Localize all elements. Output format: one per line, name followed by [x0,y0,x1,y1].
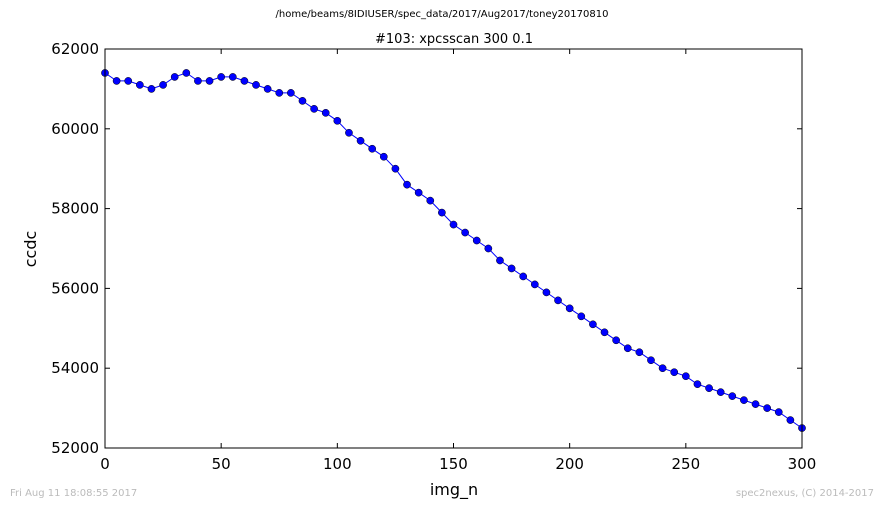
data-point [449,220,458,229]
x-tick-label: 150 [439,455,468,473]
data-point [240,77,249,85]
data-point [159,81,167,89]
axis-ticks: 0 50 100 150 200 250 300 52000 54000 56000 58000 60… [51,40,816,473]
data-point [507,264,516,273]
data-point [554,296,562,305]
data-point [472,236,481,245]
data-point [751,400,760,408]
data-point [589,320,597,329]
data-point [379,152,388,161]
data-point [438,208,446,217]
data-point [182,69,191,77]
data-point [635,348,644,357]
data-point [333,116,342,125]
data-point [681,372,690,381]
x-axis-label: img_n [430,480,478,500]
file-path-title: /home/beams/8IDIUSER/spec_data/2017/Aug2… [275,9,609,20]
axes-frame [104,48,803,449]
chart-title: #103: xpcsscan 300 0.1 [375,32,533,47]
y-tick-label: 58000 [51,200,99,218]
data-point [658,364,667,373]
x-tick-label: 200 [555,455,584,473]
data-point [321,108,330,117]
data-point [263,85,272,93]
data-point [565,304,574,313]
y-tick-label: 60000 [51,120,99,138]
data-point [217,73,226,81]
data-point [310,105,318,113]
y-tick-label: 56000 [51,279,99,297]
data-point [170,73,179,81]
x-tick-label: 50 [212,455,231,473]
data-point [530,280,539,289]
y-tick-label: 62000 [51,40,99,58]
data-point [228,73,237,81]
data-point [368,144,377,153]
data-point [112,77,121,85]
data-point [786,416,795,424]
data-point [345,128,353,137]
footer-credit: spec2nexus, (C) 2014-2017 [735,488,874,499]
data-point [705,384,713,392]
data-point [612,336,620,345]
data-point [623,344,632,353]
y-axis-label: ccdc [21,231,40,268]
data-point [124,77,133,85]
data-point [356,136,365,145]
data-point [287,89,295,97]
data-point [403,180,411,189]
x-tick-label: 0 [100,455,110,473]
data-point [577,312,586,321]
data-point [519,272,528,281]
series-line [104,72,803,429]
data-point [391,164,400,173]
data-point [426,196,435,205]
data-point [542,288,551,297]
x-tick-label: 250 [672,455,701,473]
data-point [461,228,469,237]
data-point [205,77,214,85]
data-point [647,356,655,365]
data-point [298,97,307,105]
data-point [670,368,679,377]
y-tick-label: 54000 [51,359,99,377]
x-tick-label: 100 [323,455,352,473]
x-tick-label: 300 [788,455,817,473]
data-point [774,408,783,416]
data-point [728,392,737,400]
data-point [252,81,260,89]
data-point [275,89,284,97]
data-point [693,380,702,389]
data-point [600,328,609,337]
data-point [496,256,504,265]
footer-timestamp: Fri Aug 11 18:08:55 2017 [10,488,138,499]
data-point [194,77,202,85]
data-point [136,81,144,89]
data-point [484,244,493,253]
data-point [763,404,772,412]
y-tick-label: 52000 [51,439,99,457]
data-point [414,188,423,197]
data-point [740,396,748,404]
data-point [147,85,156,93]
data-point [716,388,725,396]
plot-area [101,69,806,432]
